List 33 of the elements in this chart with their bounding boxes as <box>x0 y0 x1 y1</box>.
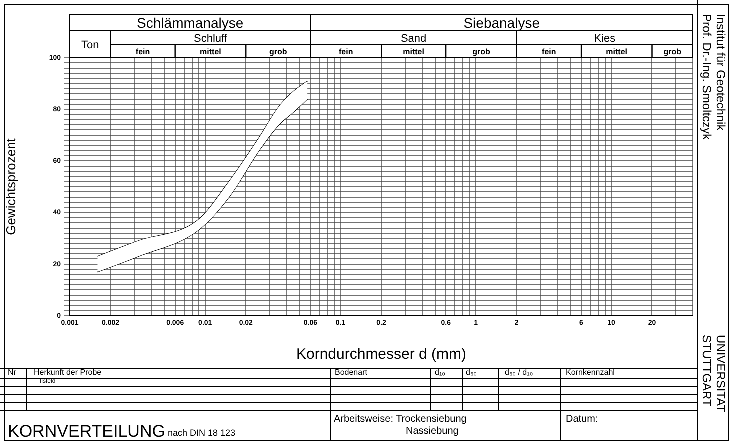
text: fein <box>542 48 556 57</box>
text: STUTTGART <box>700 335 714 407</box>
text: Bodenart <box>335 368 368 377</box>
text: d₆₀ <box>466 368 477 377</box>
text: Prof. Dr.-Ing. Smoltczyk <box>700 14 714 140</box>
text: Kies <box>594 33 616 46</box>
text: mittel <box>200 48 222 57</box>
text: Arbeitsweise: Trockensiebung <box>334 414 467 425</box>
y-axis-title: Gewichtsprozent <box>3 138 18 236</box>
text: d₁₀ <box>435 368 446 377</box>
text: KORNVERTEILUNG <box>8 422 166 441</box>
text: grob <box>664 48 682 57</box>
text: Nr <box>8 368 16 377</box>
text: Sand <box>400 33 427 46</box>
text: Herkunft der Probe <box>34 368 102 377</box>
text: Datum: <box>566 414 598 425</box>
text: d₆₀ / d₁₀ <box>505 368 534 377</box>
text: Kornkennzahl <box>566 368 615 377</box>
text: mittel <box>606 48 628 57</box>
text: UNIVERSITAT <box>714 335 728 413</box>
text: nach DIN 18 123 <box>168 428 236 438</box>
text: Nassiebung <box>406 426 459 437</box>
text: Schluff <box>194 33 228 46</box>
text: fein <box>338 48 354 57</box>
text: grob <box>270 48 288 57</box>
text: Siebanalyse <box>464 14 540 31</box>
text: mittel <box>403 48 424 57</box>
text: Institut für Geotechnik <box>714 14 728 131</box>
text: Ton <box>82 40 100 52</box>
text: fein <box>136 48 150 57</box>
x-axis-title: Korndurchmesser d (mm) <box>296 346 467 364</box>
text: grob <box>472 48 490 57</box>
text: Schlämmanalyse <box>137 14 244 31</box>
